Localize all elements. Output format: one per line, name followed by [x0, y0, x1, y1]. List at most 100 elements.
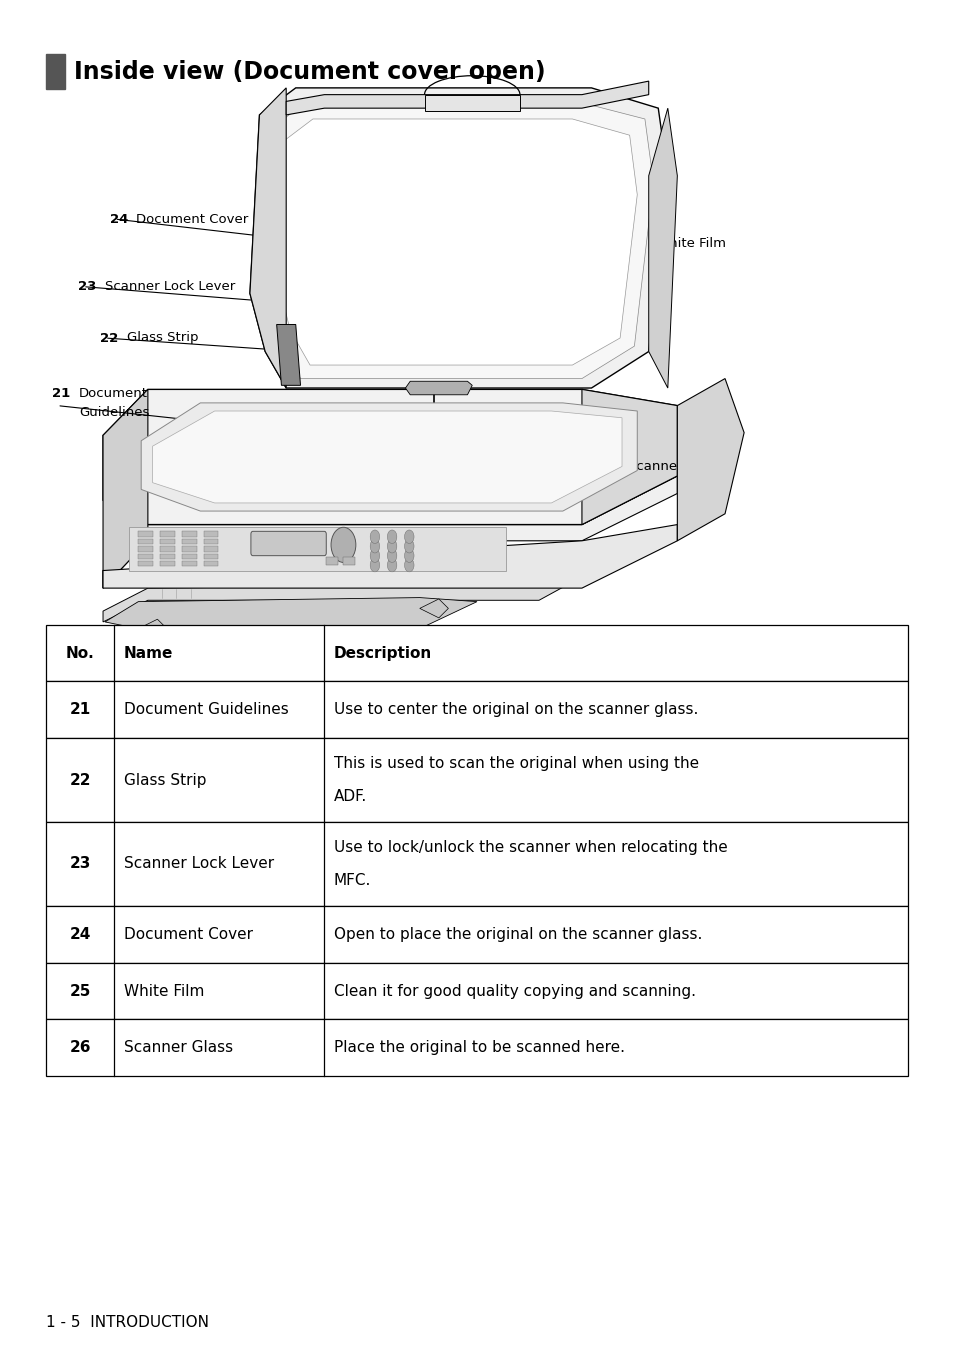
Bar [182, 546, 196, 552]
Bar [182, 539, 196, 545]
Text: Scanner Lock Lever: Scanner Lock Lever [105, 280, 235, 293]
Text: Document Guidelines: Document Guidelines [124, 702, 289, 718]
Polygon shape [250, 88, 667, 388]
Text: Inside view (Document cover open): Inside view (Document cover open) [74, 59, 545, 84]
Bar [204, 539, 218, 545]
Bar [138, 561, 152, 566]
Bar [326, 557, 337, 565]
Bar [182, 554, 196, 560]
Bar [204, 561, 218, 566]
Text: Place the original to be scanned here.: Place the original to be scanned here. [334, 1040, 624, 1056]
Text: 22: 22 [70, 772, 91, 788]
Circle shape [370, 549, 379, 562]
Text: White Film: White Film [656, 237, 725, 250]
Bar [46, 822, 907, 906]
Circle shape [404, 558, 414, 572]
Bar [182, 531, 196, 537]
Text: Scanner Lock Lever: Scanner Lock Lever [124, 856, 274, 872]
Text: White Film: White Film [124, 983, 204, 999]
Polygon shape [264, 103, 653, 379]
Text: Scanner Glass: Scanner Glass [124, 1040, 233, 1056]
Polygon shape [141, 403, 637, 511]
Text: 1 - 5  INTRODUCTION: 1 - 5 INTRODUCTION [46, 1314, 209, 1330]
Polygon shape [138, 619, 167, 638]
Polygon shape [424, 95, 519, 111]
Text: Scanner Glass: Scanner Glass [627, 460, 721, 473]
Text: 23: 23 [70, 856, 91, 872]
Bar [138, 539, 152, 545]
Polygon shape [677, 379, 743, 541]
Bar [182, 561, 196, 566]
Circle shape [404, 539, 414, 553]
Bar [160, 531, 174, 537]
Bar [204, 531, 218, 537]
Polygon shape [276, 324, 300, 385]
Text: This is used to scan the original when using the: This is used to scan the original when u… [334, 756, 699, 771]
Text: 23: 23 [78, 280, 101, 293]
Text: Name: Name [124, 645, 173, 661]
Bar [204, 546, 218, 552]
Text: Document Cover: Document Cover [124, 926, 253, 942]
Polygon shape [648, 108, 677, 388]
Bar [46, 738, 907, 822]
Polygon shape [250, 88, 286, 388]
Text: Glass Strip: Glass Strip [127, 331, 198, 345]
Polygon shape [103, 389, 148, 588]
Text: 26: 26 [70, 1040, 91, 1056]
Bar [46, 1019, 907, 1076]
Text: 22: 22 [100, 331, 123, 345]
Bar [160, 546, 174, 552]
FancyBboxPatch shape [251, 531, 326, 556]
Polygon shape [419, 599, 448, 618]
Text: Glass Strip: Glass Strip [124, 772, 206, 788]
Text: Clean it for good quality copying and scanning.: Clean it for good quality copying and sc… [334, 983, 695, 999]
Bar [204, 554, 218, 560]
Text: Use to lock/unlock the scanner when relocating the: Use to lock/unlock the scanner when relo… [334, 840, 727, 854]
Text: Description: Description [334, 645, 432, 661]
Bar [138, 554, 152, 560]
Text: Guidelines: Guidelines [79, 406, 150, 419]
Polygon shape [276, 119, 637, 365]
Text: 26: 26 [600, 460, 623, 473]
Bar [343, 557, 355, 565]
Text: 24: 24 [70, 926, 91, 942]
Circle shape [370, 558, 379, 572]
Bar [46, 963, 907, 1019]
Text: 25: 25 [629, 237, 652, 250]
Text: Document Cover: Document Cover [136, 212, 249, 226]
Polygon shape [103, 541, 618, 622]
Circle shape [370, 539, 379, 553]
Bar [46, 54, 65, 89]
Polygon shape [286, 81, 648, 115]
Circle shape [387, 549, 396, 562]
Polygon shape [103, 476, 677, 588]
Bar [138, 531, 152, 537]
Polygon shape [103, 389, 677, 525]
Polygon shape [152, 411, 621, 503]
Polygon shape [129, 527, 505, 571]
Circle shape [404, 549, 414, 562]
Circle shape [387, 530, 396, 544]
Polygon shape [405, 381, 472, 395]
Bar [46, 681, 907, 738]
Text: 21: 21 [70, 702, 91, 718]
Bar [160, 554, 174, 560]
Bar [46, 906, 907, 963]
Text: Use to center the original on the scanner glass.: Use to center the original on the scanne… [334, 702, 698, 718]
Text: ADF.: ADF. [334, 790, 367, 804]
Circle shape [387, 558, 396, 572]
Bar [160, 561, 174, 566]
Polygon shape [581, 389, 677, 525]
Circle shape [387, 539, 396, 553]
Bar [138, 546, 152, 552]
Circle shape [331, 527, 355, 562]
Text: 24: 24 [110, 212, 132, 226]
Text: Open to place the original on the scanner glass.: Open to place the original on the scanne… [334, 926, 701, 942]
Bar [46, 625, 907, 681]
Text: 21: 21 [52, 387, 75, 400]
Text: MFC.: MFC. [334, 873, 371, 888]
Bar [160, 539, 174, 545]
Polygon shape [103, 525, 677, 588]
Text: 25: 25 [70, 983, 91, 999]
Circle shape [404, 530, 414, 544]
